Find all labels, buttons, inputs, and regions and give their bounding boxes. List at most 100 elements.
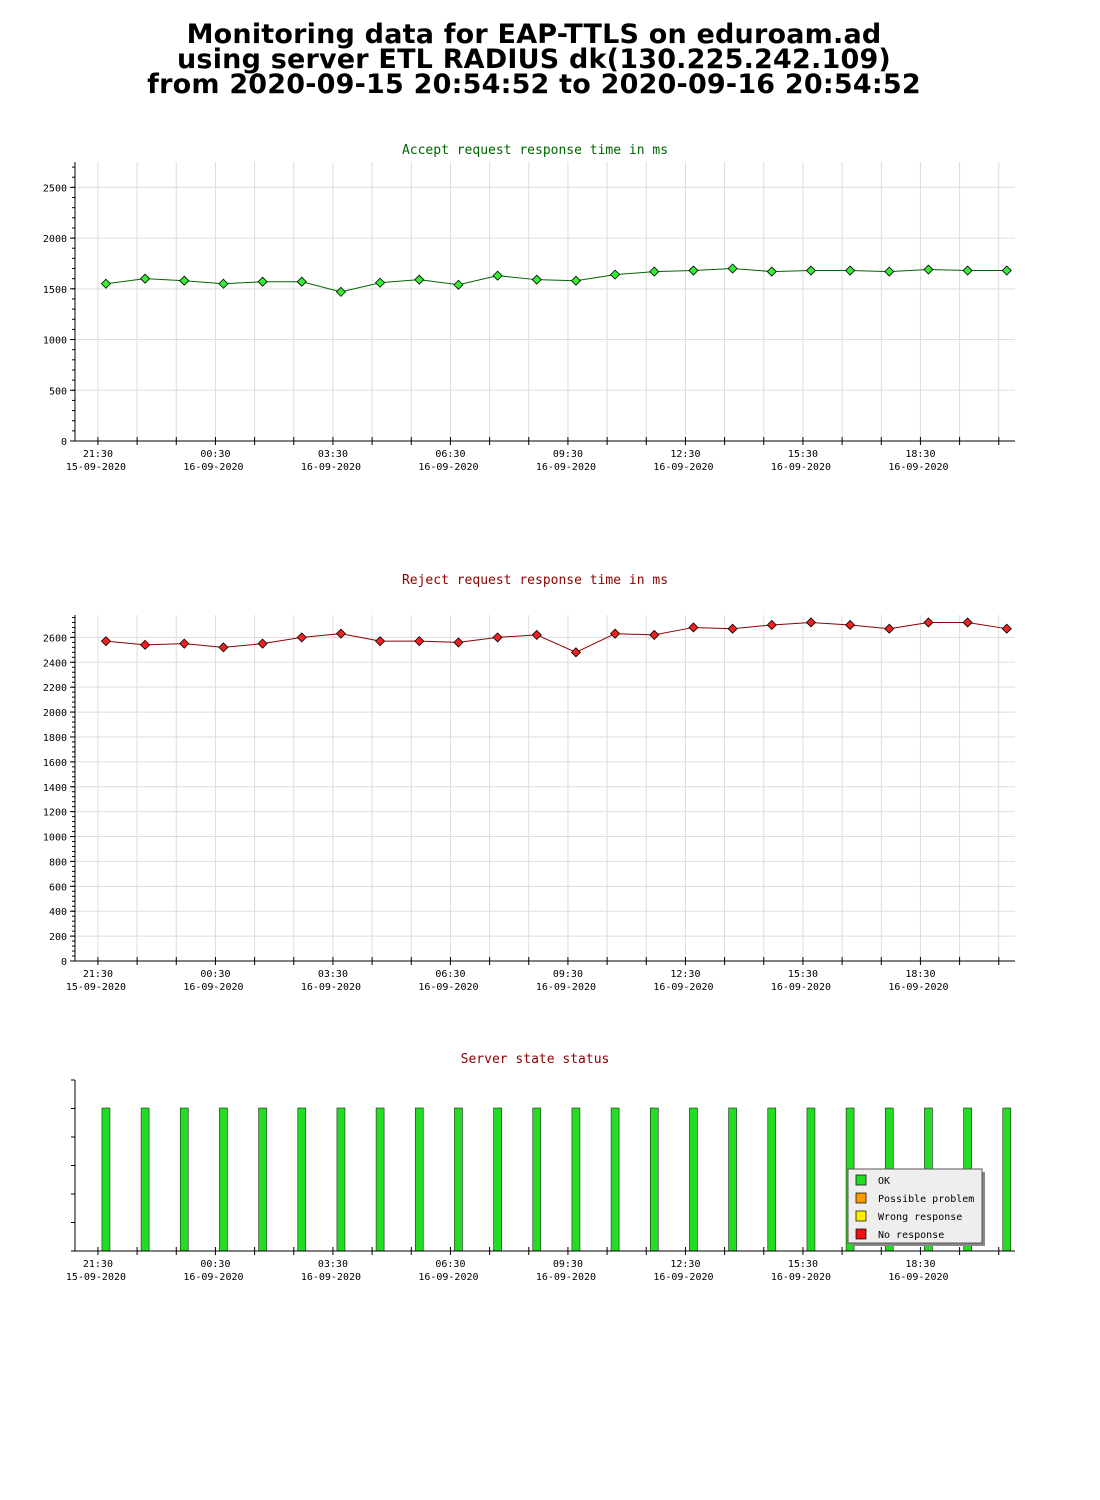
x-tick-label-date: 16-09-2020 (888, 1272, 948, 1283)
status-bar (767, 1107, 777, 1252)
y-tick-label: 500 (49, 386, 67, 397)
x-tick-label-time: 21:30 (83, 449, 113, 460)
data-point (805, 617, 816, 628)
x-tick-label-date: 15-09-2020 (66, 462, 126, 473)
data-point (610, 628, 621, 639)
data-point (218, 278, 229, 289)
x-tick-label-time: 03:30 (318, 969, 348, 980)
status-bar (414, 1107, 424, 1252)
data-point (414, 636, 425, 647)
y-tick-label: 200 (49, 932, 67, 943)
y-tick-label: 400 (49, 907, 67, 918)
data-point (531, 274, 542, 285)
data-point (375, 636, 386, 647)
data-point (962, 617, 973, 628)
x-tick-label-time: 18:30 (905, 969, 935, 980)
status-bar (689, 1107, 698, 1252)
legend-label: Wrong response (878, 1212, 962, 1223)
data-point (923, 617, 934, 628)
x-tick-label-time: 12:30 (670, 449, 700, 460)
data-point (140, 273, 151, 284)
data-point (845, 619, 856, 631)
data-point (570, 647, 581, 658)
data-point (100, 278, 111, 289)
x-tick-label-date: 16-09-2020 (771, 982, 831, 993)
x-tick-label-time: 15:30 (788, 1259, 818, 1270)
data-point (884, 623, 895, 634)
x-tick-label-time: 00:30 (200, 449, 230, 460)
status-bar (571, 1107, 581, 1252)
data-point (1001, 623, 1012, 634)
y-tick-label: 2400 (43, 658, 67, 669)
y-tick-label: 2600 (43, 633, 67, 644)
y-tick-label: 2000 (43, 234, 67, 245)
data-point (649, 266, 660, 277)
x-tick-label-date: 16-09-2020 (536, 462, 596, 473)
x-tick-label-time: 21:30 (83, 969, 113, 980)
data-point (375, 277, 386, 288)
status-bar (140, 1107, 150, 1252)
chart-title: Reject request response time in ms (402, 573, 668, 588)
status-bar (610, 1107, 620, 1252)
x-tick-label-date: 16-09-2020 (183, 1272, 243, 1283)
x-tick-label-date: 16-09-2020 (183, 462, 243, 473)
y-tick-label: 1600 (43, 758, 67, 769)
data-point (453, 279, 464, 290)
legend-swatch (855, 1210, 867, 1222)
data-point (335, 628, 346, 639)
data-point (1001, 265, 1012, 276)
page-title: Monitoring data for EAP-TTLS on eduroam.… (0, 21, 1068, 100)
data-point (727, 263, 738, 274)
data-point (492, 270, 503, 281)
y-tick-label: 600 (49, 882, 67, 893)
x-tick-label-date: 16-09-2020 (771, 1272, 831, 1283)
legend-swatch (855, 1192, 867, 1204)
x-tick-label-time: 03:30 (318, 449, 348, 460)
data-point (414, 274, 425, 285)
data-point (766, 266, 777, 277)
x-tick-label-date: 16-09-2020 (301, 462, 361, 473)
series-line (105, 621, 1007, 653)
x-tick-label-date: 16-09-2020 (418, 982, 478, 993)
x-tick-label-time: 15:30 (788, 969, 818, 980)
status-bar (493, 1107, 502, 1252)
x-tick-label-time: 15:30 (788, 449, 818, 460)
legend-label: OK (878, 1176, 890, 1187)
x-tick-label-date: 16-09-2020 (418, 1272, 478, 1283)
x-tick-label-date: 16-09-2020 (771, 462, 831, 473)
data-point (531, 629, 542, 640)
x-tick-label-date: 16-09-2020 (301, 1272, 361, 1283)
legend-swatch (855, 1174, 867, 1186)
data-point (610, 269, 621, 280)
status-bar (179, 1107, 189, 1252)
data-point (453, 637, 464, 648)
legend-label: No response (878, 1230, 944, 1241)
x-tick-label-time: 09:30 (553, 449, 583, 460)
data-point (727, 623, 738, 634)
status-bar (1002, 1107, 1012, 1252)
status-bar (532, 1107, 542, 1252)
series-line (105, 268, 1007, 293)
x-tick-label-time: 03:30 (318, 1259, 348, 1270)
status-bar (375, 1107, 385, 1252)
status-bar (297, 1107, 307, 1252)
data-point (179, 275, 190, 286)
data-point (649, 629, 660, 640)
y-tick-label: 2200 (43, 683, 67, 694)
data-point (492, 632, 503, 643)
x-tick-label-date: 16-09-2020 (653, 1272, 713, 1283)
x-tick-label-date: 16-09-2020 (536, 982, 596, 993)
x-tick-label-time: 06:30 (435, 449, 465, 460)
y-tick-label: 1500 (43, 285, 67, 296)
data-point (923, 264, 934, 275)
title-line-3: from 2020-09-15 20:54:52 to 2020-09-16 2… (147, 69, 921, 100)
x-tick-label-time: 00:30 (200, 1259, 230, 1270)
status-bar (454, 1107, 463, 1252)
status-bar (806, 1107, 816, 1252)
status-bar (649, 1107, 659, 1252)
x-tick-label-date: 16-09-2020 (536, 1272, 596, 1283)
x-tick-label-date: 16-09-2020 (653, 462, 713, 473)
x-tick-label-date: 15-09-2020 (66, 1272, 126, 1283)
x-tick-label-date: 16-09-2020 (653, 982, 713, 993)
x-tick-label-date: 16-09-2020 (301, 982, 361, 993)
